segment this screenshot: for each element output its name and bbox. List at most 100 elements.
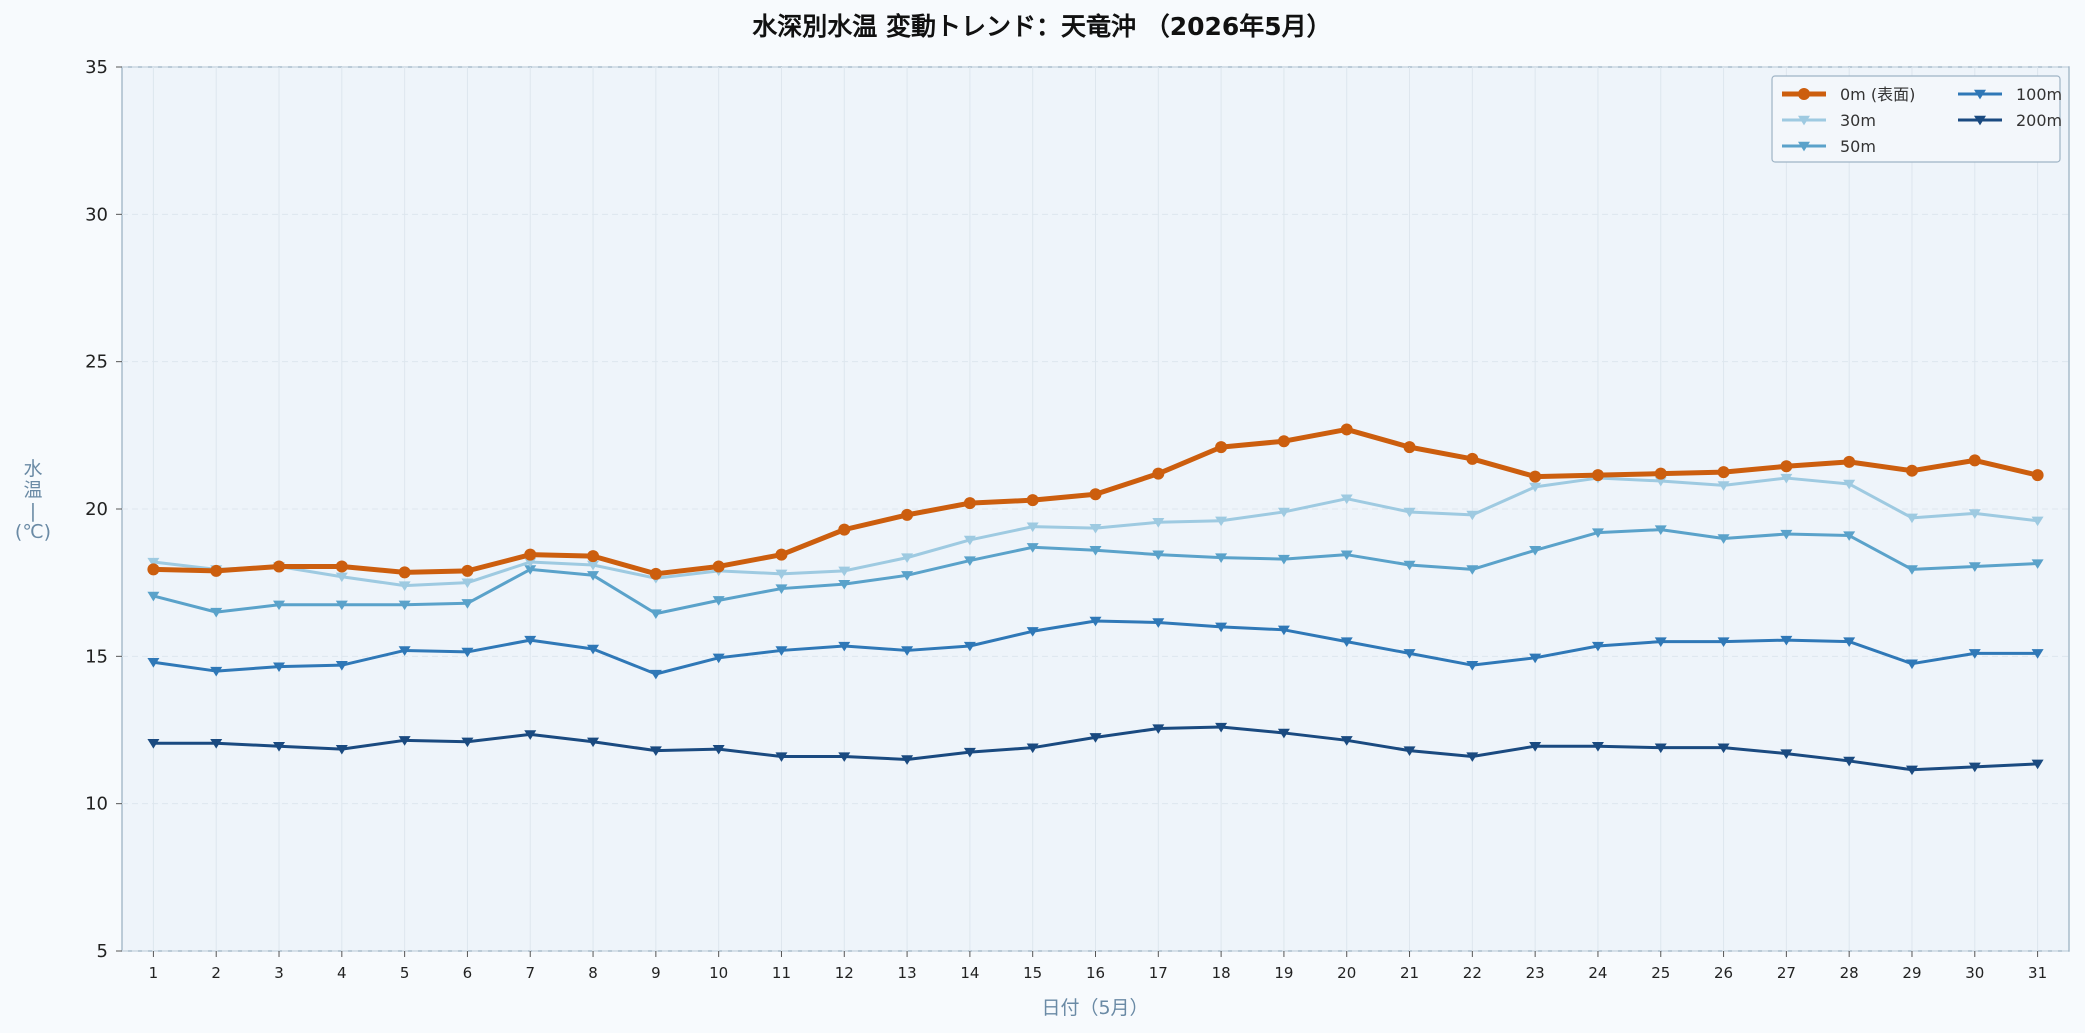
data-point [335, 600, 348, 611]
x-tick-label: 1 [149, 964, 159, 982]
y-tick-label: 5 [97, 941, 108, 962]
data-point [1843, 531, 1856, 541]
data-point [1843, 756, 1856, 767]
y-axis-title-char: (℃) [15, 521, 51, 543]
data-point [1152, 550, 1165, 561]
y-tick-label: 20 [85, 499, 108, 520]
data-point [461, 647, 474, 658]
data-point [1277, 435, 1290, 448]
data-point [649, 746, 662, 757]
data-point [1403, 507, 1416, 518]
x-axis-title: 日付（5月） [1041, 997, 1148, 1019]
data-point [1529, 653, 1542, 664]
data-point [649, 609, 662, 620]
data-point [1089, 523, 1102, 534]
data-point [1026, 543, 1039, 553]
data-point [1905, 565, 1918, 575]
x-tick-label: 10 [709, 964, 728, 982]
legend: 0m (表面) 30m 50m 100m 200m [1771, 75, 2062, 163]
x-tick-label: 9 [651, 964, 661, 982]
x-tick-label: 6 [463, 964, 473, 982]
data-point [1466, 660, 1479, 671]
data-point [775, 548, 788, 561]
data-point [461, 737, 474, 748]
data-point [398, 566, 411, 579]
data-point [273, 560, 286, 573]
x-tick-label: 28 [1840, 964, 1859, 982]
x-tick-label: 23 [1526, 964, 1545, 982]
y-axis-title: 水温|(℃) [15, 458, 51, 543]
data-point [775, 752, 788, 762]
data-point [963, 747, 976, 758]
legend-label: 200m [2016, 111, 2062, 130]
data-point [649, 669, 662, 680]
data-point [1591, 641, 1604, 652]
data-point [210, 666, 223, 677]
chart-title: 水深別水温 変動トレンド：天竜沖 （2026年5月） [752, 12, 1331, 41]
data-point [1968, 509, 1981, 519]
data-point [712, 744, 725, 755]
data-point [1152, 618, 1165, 628]
data-point [1152, 724, 1165, 734]
data-point [1843, 637, 1856, 647]
data-point [1215, 553, 1228, 564]
data-point [210, 739, 223, 749]
data-point [901, 571, 914, 581]
data-point [398, 581, 411, 592]
data-point [1798, 141, 1810, 152]
data-point [587, 737, 600, 748]
legend-item: 30m [1782, 111, 1876, 130]
data-point [1780, 529, 1793, 540]
data-point [1968, 562, 1981, 572]
x-tick-label: 27 [1777, 964, 1796, 982]
legend-label: 0m (表面) [1840, 85, 1915, 104]
data-point [1403, 746, 1416, 757]
data-point [1215, 622, 1228, 633]
data-point [1905, 765, 1918, 776]
data-point [1591, 469, 1604, 482]
legend-label: 50m [1840, 137, 1876, 156]
x-tick-label: 16 [1086, 964, 1105, 982]
data-point [2031, 649, 2044, 659]
x-tick-label: 3 [274, 964, 284, 982]
data-point [524, 565, 537, 575]
data-point [838, 566, 851, 577]
series-1 [147, 423, 2044, 580]
data-point [1717, 637, 1730, 647]
series-5 [147, 722, 2044, 776]
data-point [963, 497, 976, 510]
series-3 [147, 525, 2044, 620]
data-point [1403, 649, 1416, 659]
data-point [901, 755, 914, 765]
data-point [1905, 513, 1918, 524]
series-layer [147, 423, 2044, 776]
y-axis-title-char: | [30, 500, 36, 522]
data-point [461, 564, 474, 577]
data-point [1215, 722, 1228, 733]
data-point [1277, 625, 1290, 636]
data-point [775, 646, 788, 656]
legend-item: 50m [1782, 137, 1876, 156]
data-point [1654, 743, 1667, 754]
data-point [147, 739, 160, 749]
data-point [587, 560, 600, 571]
y-tick-label: 25 [85, 352, 108, 373]
x-tick-label: 29 [1902, 964, 1921, 982]
data-point [1780, 473, 1793, 484]
data-point [1843, 479, 1856, 490]
data-point [1215, 516, 1228, 527]
data-point [1215, 441, 1228, 454]
data-point [524, 557, 537, 568]
data-point [1152, 467, 1165, 480]
x-tick-label: 7 [525, 964, 535, 982]
data-point [147, 591, 160, 602]
data-point [210, 607, 223, 618]
data-point [1529, 546, 1542, 556]
x-tick-label: 13 [898, 964, 917, 982]
data-point [273, 742, 286, 752]
data-point [963, 556, 976, 566]
data-point [398, 646, 411, 656]
x-tick-label: 18 [1212, 964, 1231, 982]
data-point [1654, 637, 1667, 647]
